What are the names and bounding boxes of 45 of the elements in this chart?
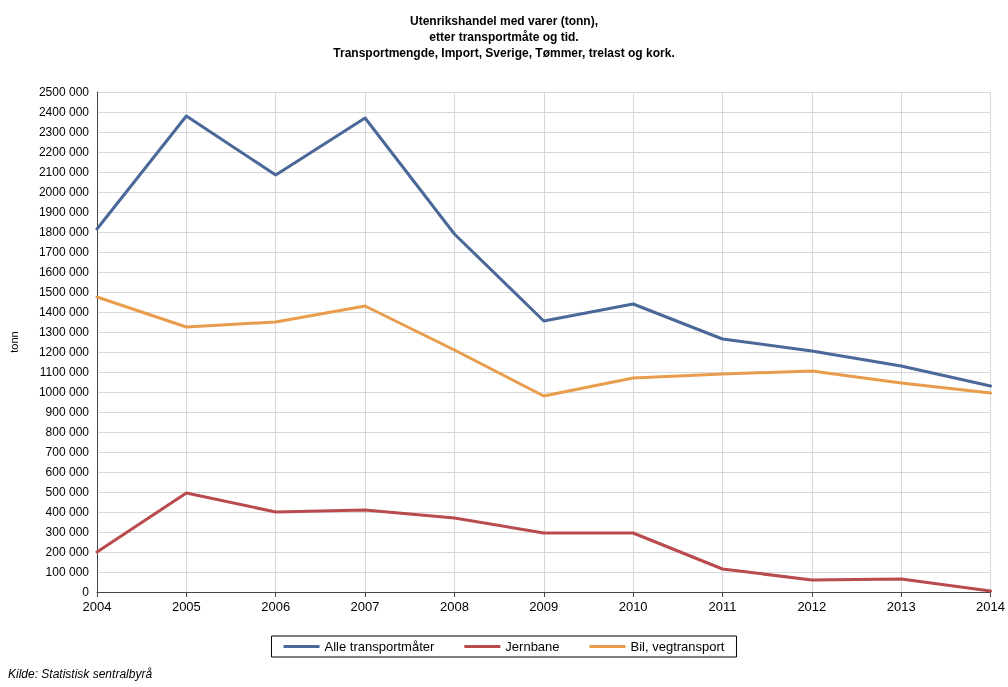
y-tick-label: 1000 000 (38, 385, 90, 399)
y-tick-label: 1600 000 (38, 265, 90, 279)
y-tick-label: 200 000 (45, 545, 90, 559)
x-tick-label: 2009 (529, 599, 559, 614)
y-tick-label: 1400 000 (38, 305, 90, 319)
line-series (95, 295, 993, 398)
x-tick-label: 2014 (976, 599, 1005, 614)
y-tick-label: 900 000 (45, 405, 90, 419)
x-tick-label: 2012 (797, 599, 827, 614)
y-tick-label: 100 000 (45, 565, 90, 579)
y-tick-label: 700 000 (45, 445, 90, 459)
x-tick-label: 2011 (708, 599, 737, 614)
y-tick-label: 1900 000 (38, 205, 90, 219)
y-tick-label: 2000 000 (38, 185, 90, 199)
y-tick-label: 2400 000 (38, 105, 90, 119)
y-tick-label: 0 (82, 585, 90, 599)
y-tick-label: 2500 000 (38, 85, 90, 99)
y-tick-label: 300 000 (45, 525, 90, 539)
y-tick-label: 1200 000 (38, 345, 90, 359)
y-axis-title: tonn (7, 331, 20, 353)
y-tick-label: 1300 000 (38, 325, 90, 339)
legend-label: Jernbane (505, 639, 560, 654)
y-tick-label: 800 000 (45, 425, 90, 439)
y-tick-label: 500 000 (45, 485, 90, 499)
y-tick-label: 1100 000 (39, 365, 90, 379)
line-series (95, 114, 993, 388)
y-tick-label: 2100 000 (38, 165, 90, 179)
x-tick-label: 2004 (82, 599, 112, 614)
text: Kilde: Statistisk sentralbyrå (8, 667, 153, 681)
y-tick-label: 400 000 (45, 505, 90, 519)
x-tick-label: 2006 (261, 599, 291, 614)
x-tick-label: 2013 (886, 599, 916, 614)
x-tick-label: 2005 (171, 599, 201, 614)
y-tick-label: 2200 000 (38, 145, 90, 159)
legend-label: Bil, vegtransport (630, 639, 725, 654)
x-tick-label: 2007 (350, 599, 380, 614)
y-tick-label: 1700 000 (38, 245, 90, 259)
y-tick-label: 1500 000 (38, 285, 90, 299)
y-tick-label: 600 000 (45, 465, 90, 479)
chart-title: Utenrikshandel med varer (tonn), etter transportmåte og tid. Transportmengde, Import, Sverige, Tømmer, trelast og kork. (333, 14, 675, 60)
legend-label: Alle transportmåter (324, 639, 436, 654)
y-tick-label: 1800 000 (38, 225, 90, 239)
x-tick-label: 2010 (618, 599, 648, 614)
y-tick-label: 2300 000 (38, 125, 90, 139)
x-tick-label: 2008 (439, 599, 469, 614)
